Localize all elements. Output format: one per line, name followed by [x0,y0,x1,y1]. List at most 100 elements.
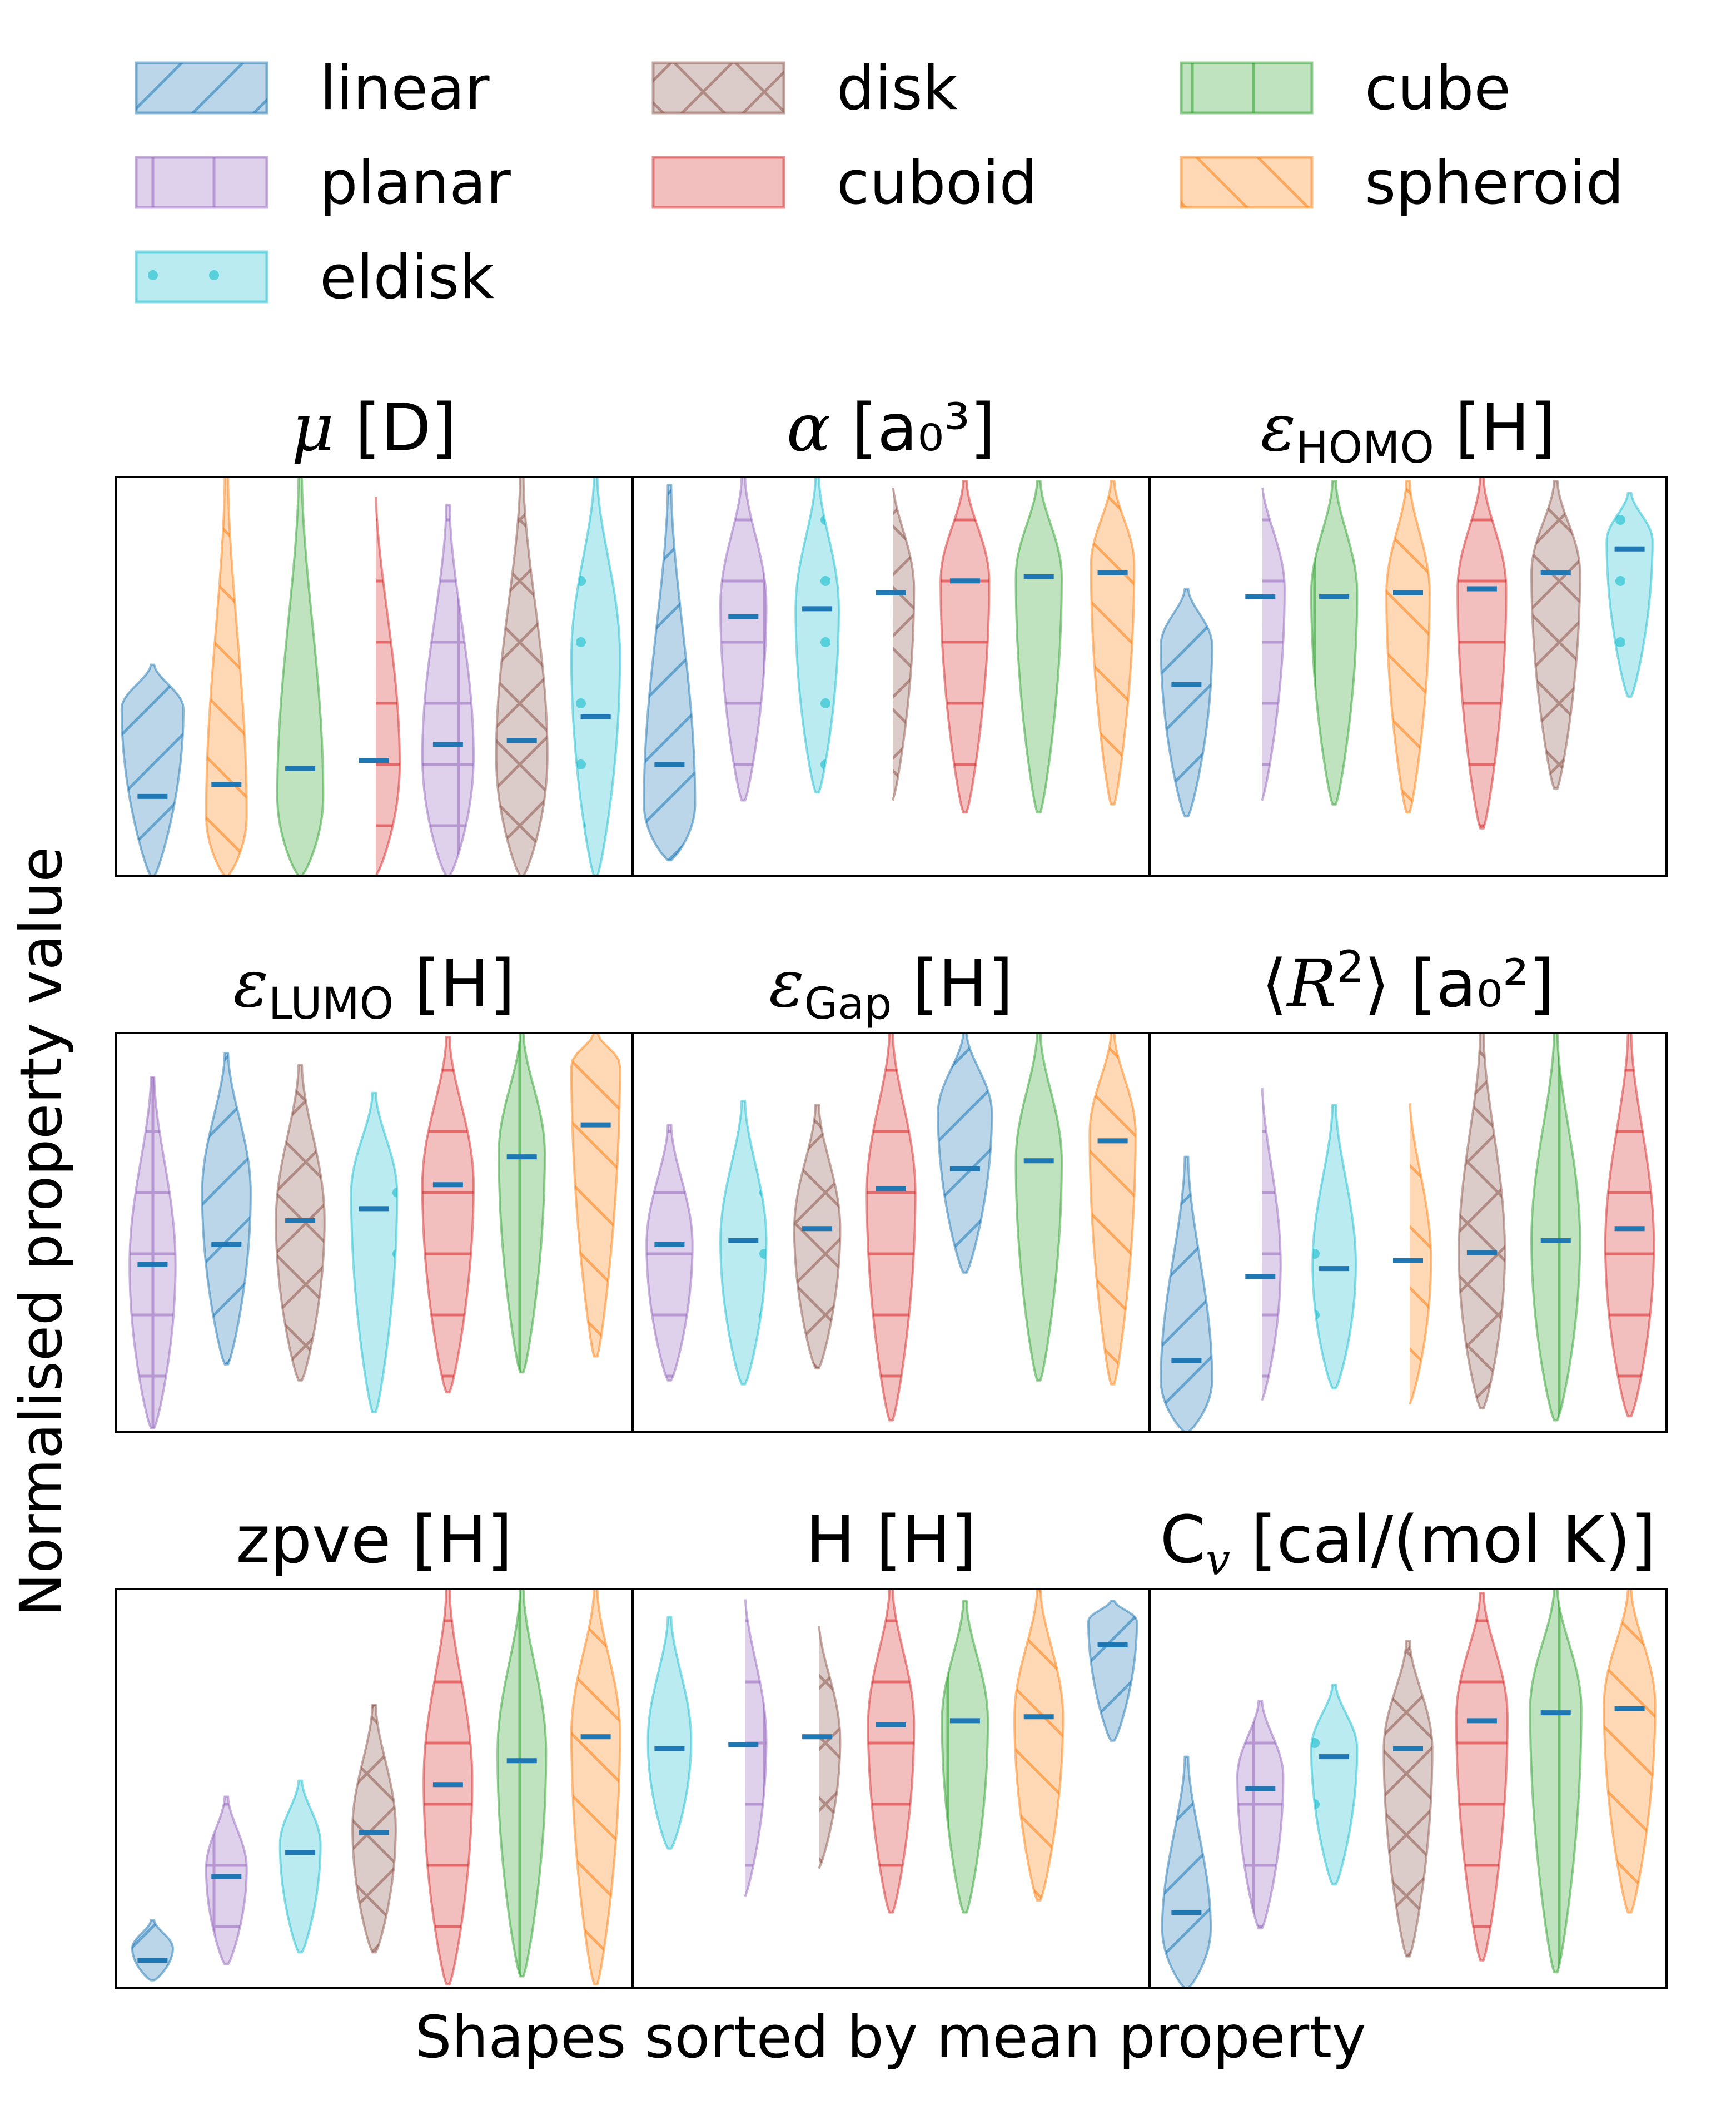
violin-hatch-spheroid [1014,1589,1063,1900]
violin-cuboid [422,1589,474,1985]
violin-hatch-linear [132,1920,173,1980]
violin-hatch-planar [1262,488,1285,801]
violin-hatch-eldisk [1311,1685,1357,1885]
legend-item-disk: disk [651,54,958,123]
violin-hatch-cuboid [867,1033,916,1421]
violin-cuboid [1455,1592,1509,1962]
legend-item-planar: planar [135,148,511,218]
violin-hatch-cube [942,1601,988,1913]
violin-hatch-cuboid [941,481,989,813]
violin-hatch-linear [644,485,695,861]
violin-hatch-disk [819,1626,840,1869]
legend-item-spheroid: spheroid [1180,148,1624,218]
violin-hatch-planar [745,1599,767,1897]
legend-label-spheroid: spheroid [1365,148,1624,218]
panel-title: α [a₀³] [787,389,996,466]
panel-title: εGap [H] [769,945,1013,1029]
violin-linear [201,1051,252,1366]
violin-eldisk [570,477,621,876]
violin-hatch-spheroid [1604,1589,1655,1913]
violin-cube [1014,480,1063,814]
violin-planar [128,1076,177,1429]
legend-hatch-cube [1181,63,1312,113]
legend-item-eldisk: eldisk [135,243,494,312]
violin-eldisk [646,1616,693,1850]
violin-hatch-linear [1088,1601,1137,1741]
violin-planar [1245,487,1286,801]
legend-label-linear: linear [320,54,490,123]
violin-hatch-disk [1384,1641,1432,1957]
violin-hatch-planar [646,1125,693,1381]
panel-title: ⟨R2⟩ [a₀²] [1261,942,1554,1022]
violin-planar [728,1599,768,1897]
panel-3: εHOMO [H] [1148,389,1668,877]
legend-hatch-planar [136,157,267,207]
violin-hatch-planar [130,1077,176,1428]
violin-disk [1458,1033,1506,1409]
violin-spheroid [205,477,248,876]
legend-label-planar: planar [320,148,511,218]
violin-disk [495,477,549,876]
violin-eldisk [350,1091,399,1414]
violin-hatch-spheroid [1386,481,1430,813]
violin-hatch-cube [1016,1033,1062,1381]
violin-cube [498,1033,546,1374]
violin-cuboid [1456,477,1508,830]
violin-hatch-cuboid [1605,1033,1654,1417]
violin-eldisk [278,1779,322,1954]
violin-hatch-linear [1161,1156,1212,1432]
violin-hatch-cuboid [376,497,400,876]
violin-cube [941,1600,989,1914]
violin-hatch-cube [498,1589,546,1977]
violin-hatch-eldisk [648,1617,692,1849]
violin-hatch-cuboid [868,1589,914,1913]
violin-spheroid [570,1589,621,1985]
y-axis-label: Normalised property value [7,847,75,1617]
violin-planar [645,1124,694,1382]
violin-planar [205,1795,248,1965]
violin-hatch-linear [121,664,183,876]
violin-cube [496,1589,548,1978]
violin-cuboid [865,1033,917,1422]
violin-hatch-eldisk [1312,1105,1356,1388]
violin-hatch-cube [1016,481,1062,813]
panel-frame [1148,1588,1668,1989]
violin-linear [937,1033,993,1274]
violin-hatch-cube [499,1033,545,1373]
panel-6: ⟨R2⟩ [a₀²] [1148,942,1668,1433]
panel-title: εHOMO [H] [1261,389,1555,473]
violin-planar [719,477,768,802]
violin-eldisk [719,1100,768,1386]
violin-disk [1382,1640,1434,1958]
violin-hatch-eldisk [280,1780,321,1953]
violin-hatch-cuboid [422,1037,474,1393]
panel-title: μ [D] [291,389,456,466]
violin-cube [1529,1589,1583,1974]
violin-cuboid [867,1589,916,1914]
panel-4: εLUMO [H] [115,945,634,1433]
violin-spheroid [1393,1103,1432,1405]
violin-cube [1014,1033,1063,1382]
violin-hatch-eldisk [351,1093,397,1413]
violin-hatch-linear [1161,589,1212,817]
violin-hatch-planar [1237,1701,1284,1929]
violin-spheroid [1090,480,1136,806]
panel-2: α [a₀³] [631,389,1151,877]
violin-cube [276,477,325,876]
violin-disk [793,1104,842,1370]
violin-hatch-planar [720,477,767,801]
legend-item-cube: cube [1180,54,1511,123]
violin-hatch-cube [277,477,324,876]
panel-frame [115,476,634,877]
violin-hatch-disk [1459,1033,1505,1408]
violin-linear [131,1919,174,1982]
violin-cube [1530,1033,1581,1422]
legend-hatch-linear [136,63,267,113]
panel-title: zpve [H] [236,1501,513,1578]
violin-hatch-eldisk [795,477,839,793]
violin-hatch-eldisk [571,477,620,876]
violin-disk [275,1064,326,1382]
violin-planar [1245,1088,1282,1401]
violin-eldisk [1311,1104,1357,1389]
violin-linear [1161,1755,1212,1988]
